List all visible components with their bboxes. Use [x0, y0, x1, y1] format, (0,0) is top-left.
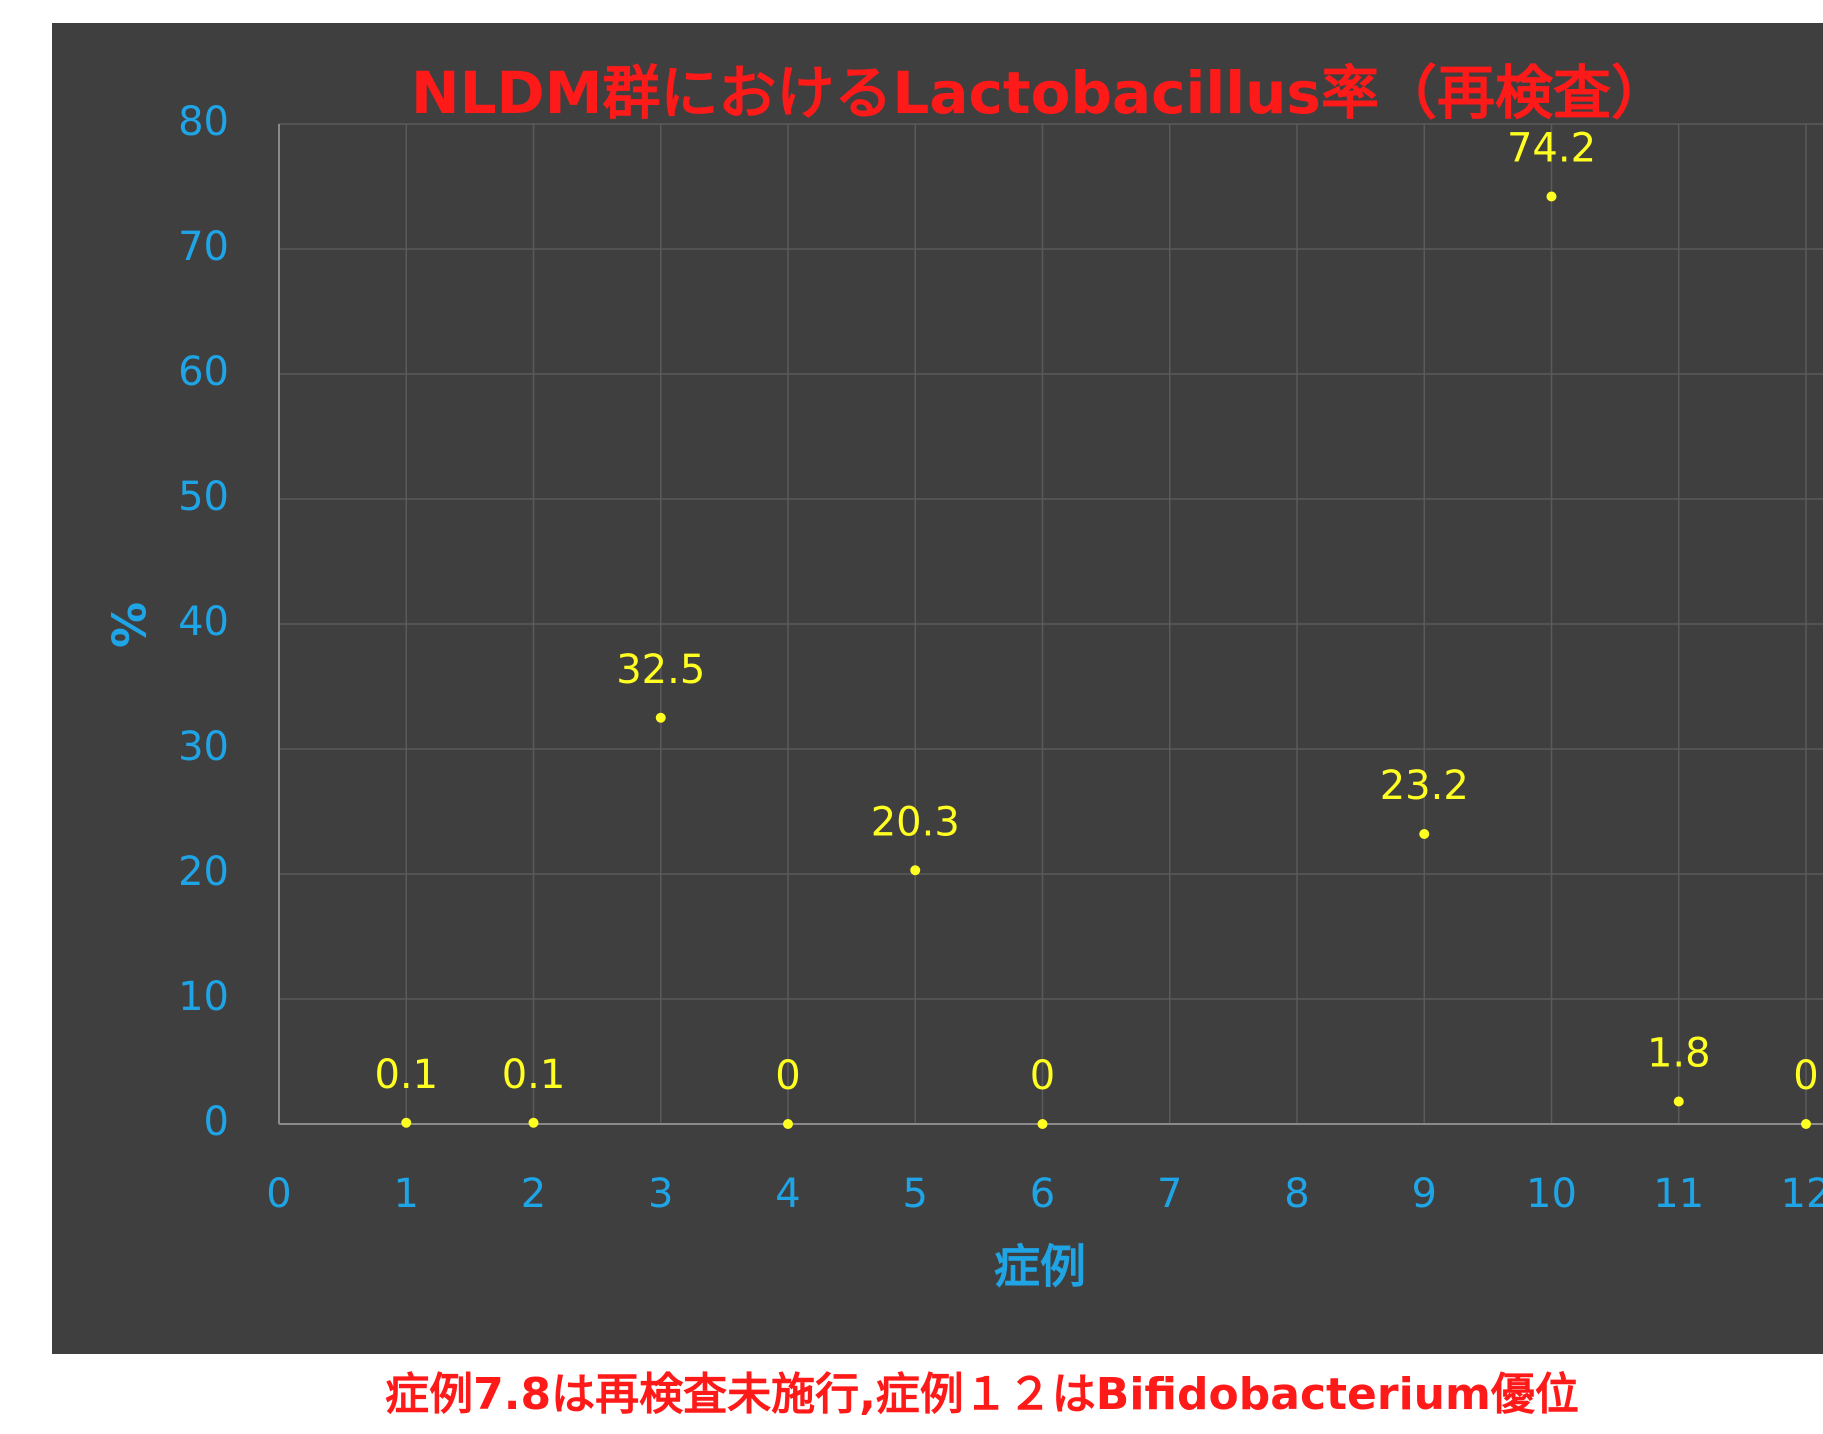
point — [655, 712, 666, 723]
point — [1801, 1119, 1811, 1129]
x-axis-label: 症例 — [994, 1240, 1086, 1294]
data-label: 32.5 — [616, 647, 705, 693]
x-tick-label: 9 — [1412, 1171, 1437, 1217]
x-tick-label: 8 — [1284, 1171, 1309, 1217]
y-tick-label: 30 — [178, 724, 229, 770]
point — [783, 1119, 793, 1129]
y-tick-label: 40 — [178, 599, 229, 645]
x-tick-label: 3 — [648, 1171, 673, 1217]
y-tick-label: 70 — [178, 224, 229, 270]
y-tick-label: 80 — [178, 99, 229, 145]
data-label: 0 — [775, 1053, 800, 1099]
chart-title: NLDM群におけるLactobacillus率（再検査） — [411, 59, 1669, 127]
data-label: 20.3 — [871, 799, 960, 845]
y-tick-label: 0 — [204, 1099, 229, 1145]
y-axis-label: % — [103, 602, 157, 648]
point — [1546, 191, 1557, 202]
x-tick-label: 1 — [394, 1171, 419, 1217]
x-tick-label: 11 — [1653, 1171, 1704, 1217]
x-tick-label: 4 — [775, 1171, 800, 1217]
x-tick-label: 0 — [266, 1171, 291, 1217]
y-tick-label: 20 — [178, 849, 229, 895]
x-tick-label: 5 — [903, 1171, 928, 1217]
point — [528, 1117, 539, 1128]
x-tick-label: 2 — [521, 1171, 546, 1217]
chart-background — [52, 23, 1823, 1354]
x-tick-label: 6 — [1030, 1171, 1055, 1217]
data-label: 0 — [1030, 1053, 1055, 1099]
point — [1037, 1119, 1048, 1129]
y-tick-label: 50 — [178, 474, 229, 520]
x-tick-label: 7 — [1157, 1171, 1182, 1217]
point — [910, 865, 921, 876]
footnote: 症例7.8は再検査未施行,症例１２はBifidobacterium優位 — [385, 1369, 1579, 1420]
data-label: 0.1 — [502, 1052, 566, 1098]
y-tick-label: 60 — [178, 349, 229, 395]
data-label: 1.8 — [1647, 1031, 1711, 1077]
data-label: 23.2 — [1380, 763, 1469, 809]
point — [1673, 1096, 1684, 1107]
data-label: 74.2 — [1507, 126, 1596, 172]
data-label: 0.1 — [374, 1052, 438, 1098]
data-label: 0 — [1793, 1053, 1818, 1099]
x-tick-label: 12 — [1781, 1171, 1823, 1217]
point — [401, 1117, 412, 1128]
x-tick-label: 10 — [1526, 1171, 1577, 1217]
point — [1419, 829, 1430, 839]
y-tick-label: 10 — [178, 974, 229, 1020]
